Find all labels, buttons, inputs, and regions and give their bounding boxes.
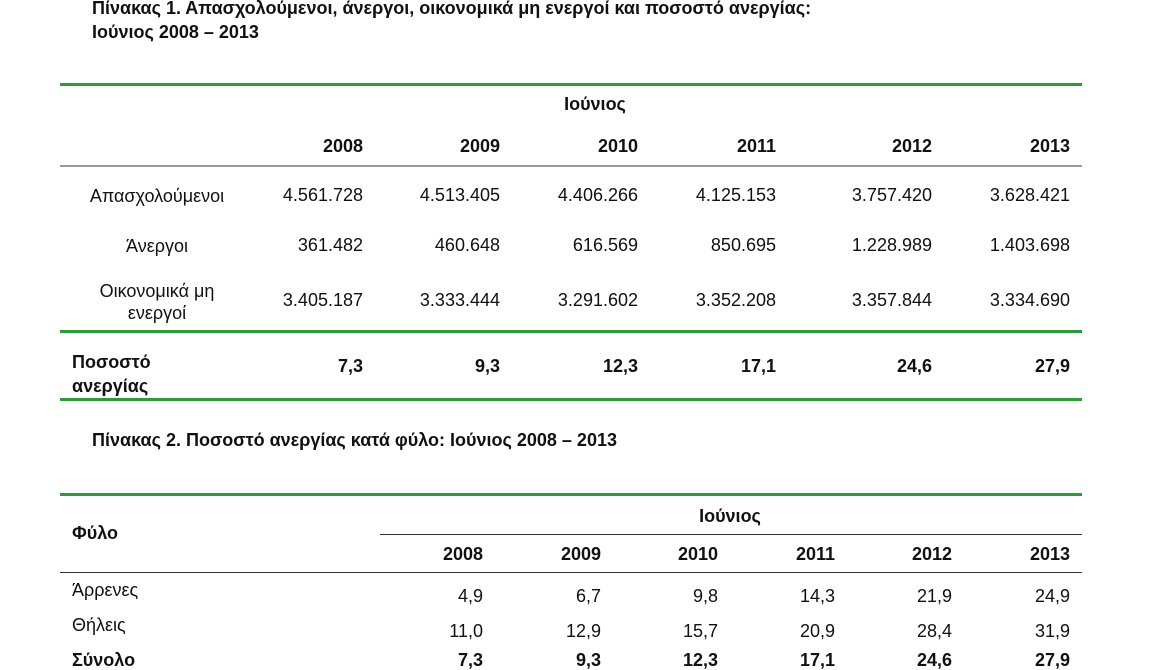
cell: 12,3 <box>602 356 638 376</box>
cell: 17,1 <box>799 650 835 670</box>
cell: 2010 <box>677 544 718 564</box>
title-line: Πίνακας 1. Απασχολούμενοι, άνεργοι, οικο… <box>92 0 812 18</box>
table-title: Πίνακας 2. Ποσοστό ανεργίας κατά φύλο: Ι… <box>92 430 617 450</box>
cell: 14,3 <box>799 586 835 606</box>
cell: 4,9 <box>457 586 483 606</box>
cell: 4.406.266 <box>557 185 638 205</box>
rule <box>380 534 1082 535</box>
cell: 28,4 <box>916 621 952 641</box>
cell: 1.228.989 <box>851 235 932 255</box>
cell: 15,7 <box>682 621 718 641</box>
cell: 27,9 <box>1034 650 1070 670</box>
cell: 2009 <box>560 544 601 564</box>
cell: 2013 <box>1029 544 1070 564</box>
row-label: Απασχολούμενοι <box>89 186 225 206</box>
rule <box>60 493 1082 496</box>
row-label: Ποσοστό ανεργίας <box>72 352 151 396</box>
cell: 2012 <box>891 136 932 156</box>
cell: 2008 <box>442 544 483 564</box>
cell: 12,3 <box>682 650 718 670</box>
cell: 17,1 <box>740 356 776 376</box>
cell: 3.333.444 <box>419 290 500 310</box>
cell: 2009 <box>459 136 500 156</box>
cell: 460.648 <box>434 235 500 255</box>
cell: 361.482 <box>297 235 363 255</box>
cell: 31,9 <box>1034 621 1070 641</box>
rule <box>60 398 1082 401</box>
row-label: Θήλεις <box>72 615 126 635</box>
cell: 3.352.208 <box>695 290 776 310</box>
cell: 3.628.421 <box>989 185 1070 205</box>
row-label: Οικονομικά μη ενεργοί <box>99 281 215 323</box>
cell: 4.561.728 <box>282 185 363 205</box>
cell: 3.357.844 <box>851 290 932 310</box>
cell: 9,3 <box>474 356 500 376</box>
cell: 9,3 <box>575 650 601 670</box>
cell: 12,9 <box>565 621 601 641</box>
cell: 2013 <box>1029 136 1070 156</box>
cell: 616.569 <box>572 235 638 255</box>
cell: 24,9 <box>1034 586 1070 606</box>
cell: 4.125.153 <box>695 185 776 205</box>
cell: 1.403.698 <box>989 235 1070 255</box>
cell: 20,9 <box>799 621 835 641</box>
row-label: Άρρενες <box>72 580 139 600</box>
cell: 27,9 <box>1034 356 1070 376</box>
cell: 24,6 <box>916 650 952 670</box>
rule <box>60 330 1082 333</box>
rule <box>60 572 1082 573</box>
row-label: Άνεργοι <box>126 236 188 256</box>
cell: 2008 <box>322 136 363 156</box>
cell: 2011 <box>795 544 835 564</box>
row-header: Φύλο <box>72 523 119 543</box>
cell: 3.757.420 <box>851 185 932 205</box>
cell: 3.334.690 <box>989 290 1070 310</box>
cell: 9,8 <box>692 586 718 606</box>
rule <box>60 165 1082 167</box>
cell: 11,0 <box>449 621 483 641</box>
cell: 850.695 <box>710 235 776 255</box>
cell: 2011 <box>736 136 776 156</box>
group-header: Ιούνιος <box>564 94 626 114</box>
rule <box>60 83 1082 86</box>
cell: 3.291.602 <box>557 290 638 310</box>
group-header: Ιούνιος <box>699 506 761 526</box>
cell: 4.513.405 <box>419 185 500 205</box>
cell: 21,9 <box>916 586 952 606</box>
cell: 7,3 <box>337 356 363 376</box>
cell: 7,3 <box>457 650 483 670</box>
cell: 24,6 <box>896 356 932 376</box>
cell: 2012 <box>911 544 952 564</box>
cell: 6,7 <box>575 586 601 606</box>
row-label: Σύνολο <box>72 650 136 670</box>
cell: 3.405.187 <box>282 290 363 310</box>
title-line: Ιούνιος 2008 – 2013 <box>92 22 259 42</box>
cell: 2010 <box>597 136 638 156</box>
